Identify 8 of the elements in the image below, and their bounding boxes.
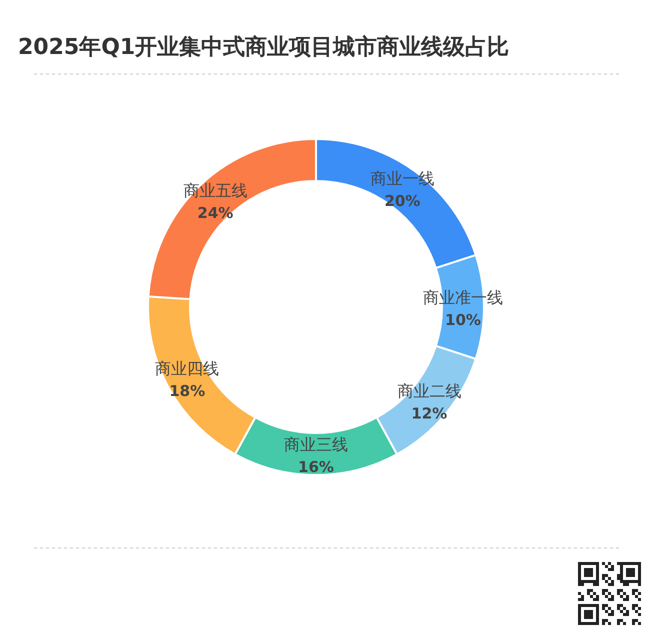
data-label: 18% [169, 382, 206, 400]
data-label: 20% [384, 192, 420, 210]
data-label: 16% [298, 458, 334, 476]
data-label: 24% [197, 204, 234, 222]
slice-label: 商业三线 [284, 435, 348, 454]
slice-label: 商业二线 [397, 382, 462, 401]
chart-title: 2025年Q1开业集中式商业项目城市商业线级占比 [18, 34, 510, 60]
data-label: 10% [445, 311, 481, 329]
